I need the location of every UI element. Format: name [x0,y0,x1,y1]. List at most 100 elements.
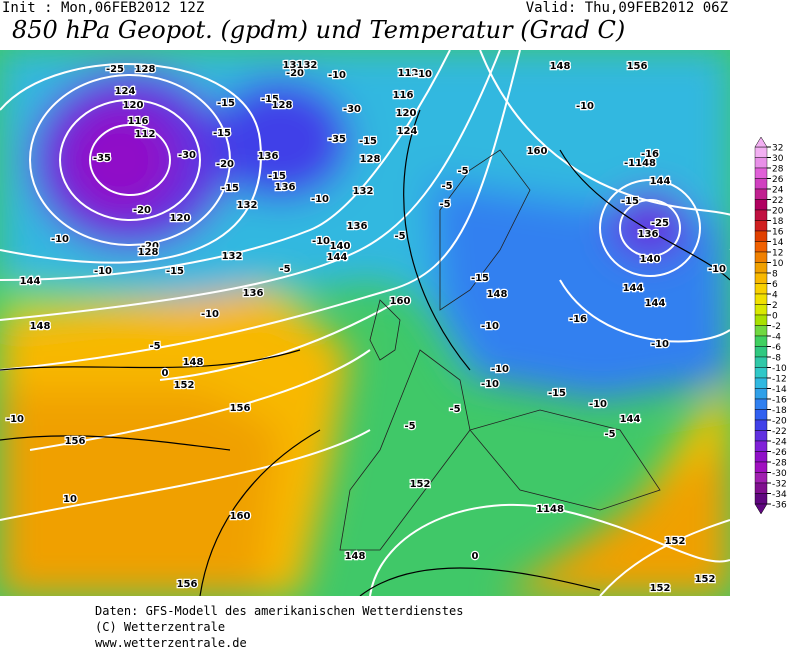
contour-label: 144 [620,414,641,425]
contour-label: -10 [312,236,330,247]
contour-label: 144 [20,276,41,287]
colorbar-arrow-bottom [754,503,768,515]
contour-label: -10 [481,321,499,332]
contour-label: -16 [569,314,587,325]
contour-label: 128 [138,247,159,258]
colorbar-swatch [754,199,768,211]
contour-label: 128 [135,64,156,75]
contour-label: 160 [527,146,548,157]
contour-label: -5 [604,429,615,440]
colorbar-swatch [754,356,768,368]
contour-label: 160 [230,511,251,522]
colorbar-swatch [754,188,768,200]
init-time: Init : Mon,06FEB2012 12Z [2,0,205,16]
colorbar-label: -6 [772,343,781,353]
contour-label: 136 [258,151,279,162]
colorbar-label: -22 [772,427,787,437]
contour-label: -15 [166,266,184,277]
colorbar-swatch [754,398,768,410]
contour-label: 140 [640,254,661,265]
colorbar-swatch [754,146,768,158]
contour-label: 148 [345,551,366,562]
contour-label: 128 [272,100,293,111]
contour-label: 112 [398,68,419,79]
contour-label: -15 [268,171,286,182]
contour-label: -30 [343,104,361,115]
contour-label: -10 [708,264,726,275]
contour-label: 152 [410,479,431,490]
contour-label: -5 [449,404,460,415]
colorbar-label: 24 [772,186,784,196]
contour-label: 0 [162,368,169,379]
contour-label: -15 [221,183,239,194]
contour-label: 144 [645,298,666,309]
contour-label: 148 [487,289,508,300]
colorbar-label: 30 [772,154,784,164]
contour-label: 152 [695,574,716,585]
contour-label: -5 [394,231,405,242]
colorbar-swatch [754,493,768,505]
contour-label: -10 [328,70,346,81]
contour-label: -20 [286,68,304,79]
colorbar-label: 22 [772,196,783,206]
contour-label: -15 [213,128,231,139]
colorbar-label: -16 [772,396,787,406]
contour-label: -25 [106,64,124,75]
contour-label: 144 [327,252,348,263]
contour-label: 120 [170,213,191,224]
contour-label: -10 [201,309,219,320]
colorbar-swatch [754,241,768,253]
contour-label: -5 [149,341,160,352]
contour-label: -10 [311,194,329,205]
colorbar-swatch [754,388,768,400]
colorbar-label: -32 [772,480,787,490]
colorbar-label: 14 [772,238,784,248]
contour-label: -20 [216,159,234,170]
contour-label: 124 [115,86,136,97]
contour-label: 148 [30,321,51,332]
contour-label: 152 [174,380,195,391]
contour-label: 116 [393,90,414,101]
contour-label: -10 [6,414,24,425]
colorbar-label: 32 [772,144,783,154]
contour-label: -5 [404,421,415,432]
contour-label: 112 [135,129,156,140]
footer-url: www.wetterzentrale.de [95,636,247,648]
colorbar-label: 18 [772,217,784,227]
colorbar-swatch [754,178,768,190]
colorbar-label: -18 [772,406,787,416]
colorbar-label: -34 [772,490,787,500]
contour-label: 116 [128,116,149,127]
colorbar-swatch [754,461,768,473]
colorbar-swatch [754,451,768,463]
colorbar: 32302826242220181614121086420-2-4-6-8-10… [754,136,787,515]
contour-label: 152 [650,583,671,594]
contour-label: 136 [638,229,659,240]
contour-label: 0 [472,551,479,562]
contour-label: -10 [589,399,607,410]
colorbar-label: -12 [772,375,787,385]
contour-label: -15 [359,136,377,147]
contour-label: 136 [275,182,296,193]
footer-copyright: (C) Wetterzentrale [95,620,226,634]
contour-label: -30 [178,150,196,161]
contour-label: 132 [237,200,258,211]
colorbar-label: 20 [772,207,784,217]
colorbar-label: 16 [772,228,784,238]
contour-label: -35 [93,153,111,164]
colorbar-swatch [754,325,768,337]
contour-label: 156 [177,579,198,590]
colorbar-label: -26 [772,448,787,458]
contour-label: -5 [279,264,290,275]
colorbar-label: 6 [772,280,778,290]
contour-label: 120 [396,108,417,119]
contour-label: -10 [481,379,499,390]
colorbar-label: 4 [772,291,778,301]
contour-label: 144 [650,176,671,187]
colorbar-swatch [754,283,768,295]
colorbar-swatch [754,209,768,221]
contour-label: 156 [627,61,648,72]
contour-label: 124 [397,126,418,137]
colorbar-swatch [754,314,768,326]
